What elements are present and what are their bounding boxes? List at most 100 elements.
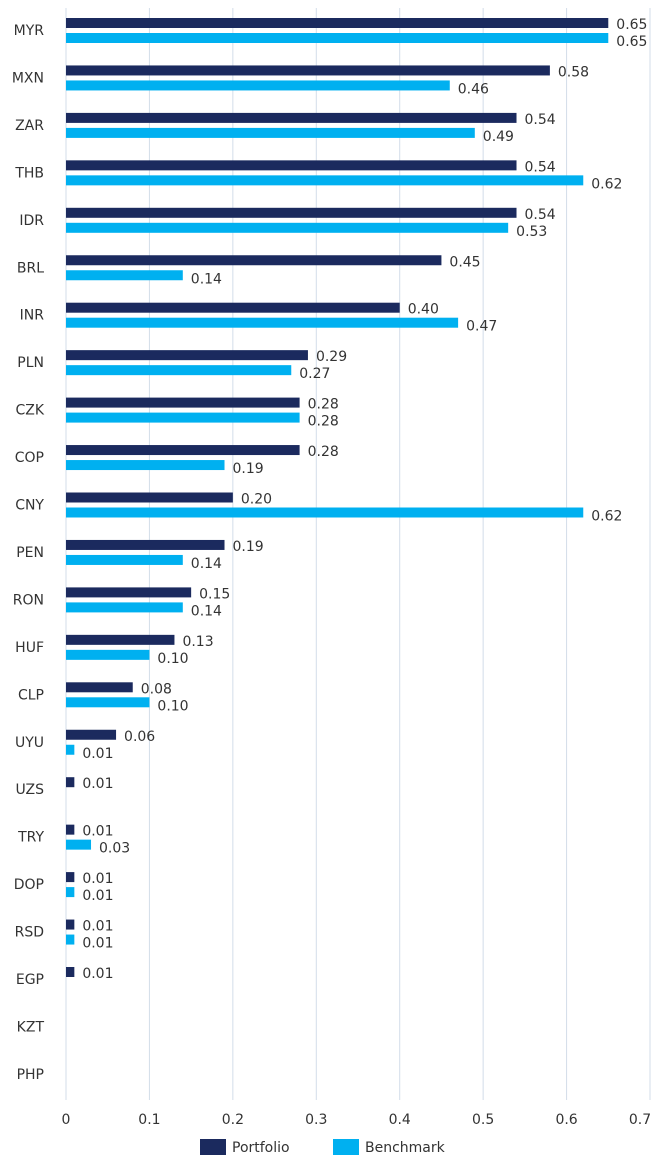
bar [66,554,183,565]
y-tick-label: CZK [15,403,44,419]
data-label: 0.14 [191,271,222,287]
bar [66,80,450,91]
y-tick-label: RON [13,592,44,608]
y-tick-label: UZS [16,782,45,798]
data-label: 0.01 [82,746,113,762]
y-tick-label: PHP [17,1067,44,1083]
data-label: 0.15 [199,586,230,602]
x-tick-label: 0.5 [472,1112,494,1128]
bar [66,207,517,218]
x-tick-label: 0.4 [389,1112,411,1128]
data-label: 0.01 [82,966,113,982]
legend-label: Benchmark [365,1140,446,1156]
bar [66,127,475,138]
y-tick-label: CNY [15,498,44,514]
data-label: 0.47 [466,319,497,335]
bar [66,175,584,186]
bar [66,302,400,313]
bar [66,824,75,835]
y-tick-label: BRL [17,260,44,276]
data-label: 0.62 [591,509,622,525]
bar [66,919,75,930]
data-label: 0.19 [233,539,264,555]
y-tick-label: PEN [16,545,44,561]
data-label: 0.65 [616,34,647,50]
bar [66,507,584,518]
bar [66,649,150,660]
x-tick-label: 0.7 [629,1112,651,1128]
data-label: 0.01 [82,824,113,840]
data-label: 0.62 [591,176,622,192]
y-tick-label: COP [15,450,44,466]
bar [66,160,517,171]
x-tick-label: 0.3 [305,1112,327,1128]
data-label: 0.54 [525,112,556,128]
bar [66,460,225,471]
bar [66,967,75,977]
bar [66,744,75,755]
y-tick-label: HUF [15,640,44,656]
data-label: 0.03 [99,841,130,857]
data-label: 0.14 [191,556,222,572]
bar [66,887,75,898]
data-label: 0.28 [308,444,339,460]
data-label: 0.20 [241,492,272,508]
legend-swatch [200,1139,226,1155]
data-label: 0.58 [558,64,589,80]
bar [66,587,192,598]
bar [66,397,300,408]
bar [66,697,150,708]
y-tick-label: INR [20,308,45,324]
y-tick-label: CLP [18,687,44,703]
data-label: 0.27 [299,366,330,382]
y-tick-label: THB [14,165,44,181]
bar [66,445,300,456]
data-label: 0.40 [408,302,439,318]
legend-label: Portfolio [232,1140,290,1156]
data-label: 0.29 [316,349,347,365]
y-tick-label: MYR [14,23,45,39]
data-label: 0.54 [525,207,556,223]
y-tick-label: PLN [17,355,44,371]
bar [66,350,308,361]
bar [66,270,183,281]
data-label: 0.28 [308,397,339,413]
bar [66,33,609,43]
data-label: 0.28 [308,414,339,430]
bar [66,602,183,613]
data-label: 0.13 [182,634,213,650]
x-tick-label: 0 [62,1112,71,1128]
bar [66,682,133,693]
data-label: 0.01 [82,776,113,792]
data-label: 0.10 [157,698,188,714]
y-tick-label: RSD [15,925,44,941]
y-tick-label: TRY [17,830,44,846]
bar [66,365,292,376]
data-label: 0.49 [483,129,514,145]
x-tick-label: 0.2 [222,1112,244,1128]
data-label: 0.10 [157,651,188,667]
bar [66,872,75,883]
y-tick-label: DOP [14,877,44,893]
data-label: 0.06 [124,729,155,745]
data-label: 0.65 [616,17,647,33]
bar [66,317,459,328]
data-label: 0.54 [525,159,556,175]
bar [66,18,609,28]
data-label: 0.53 [516,224,547,240]
data-label: 0.14 [191,603,222,619]
y-tick-label: ZAR [15,118,44,134]
data-label: 0.45 [449,254,480,270]
y-tick-label: KZT [17,1019,45,1035]
y-tick-label: EGP [16,972,44,988]
x-tick-label: 0.6 [555,1112,577,1128]
bar [66,112,517,123]
bar [66,839,92,850]
data-label: 0.46 [458,81,489,97]
y-tick-label: MXN [12,70,44,86]
bar [66,65,550,76]
legend-swatch [333,1139,359,1155]
bar [66,492,233,503]
data-label: 0.01 [82,871,113,887]
